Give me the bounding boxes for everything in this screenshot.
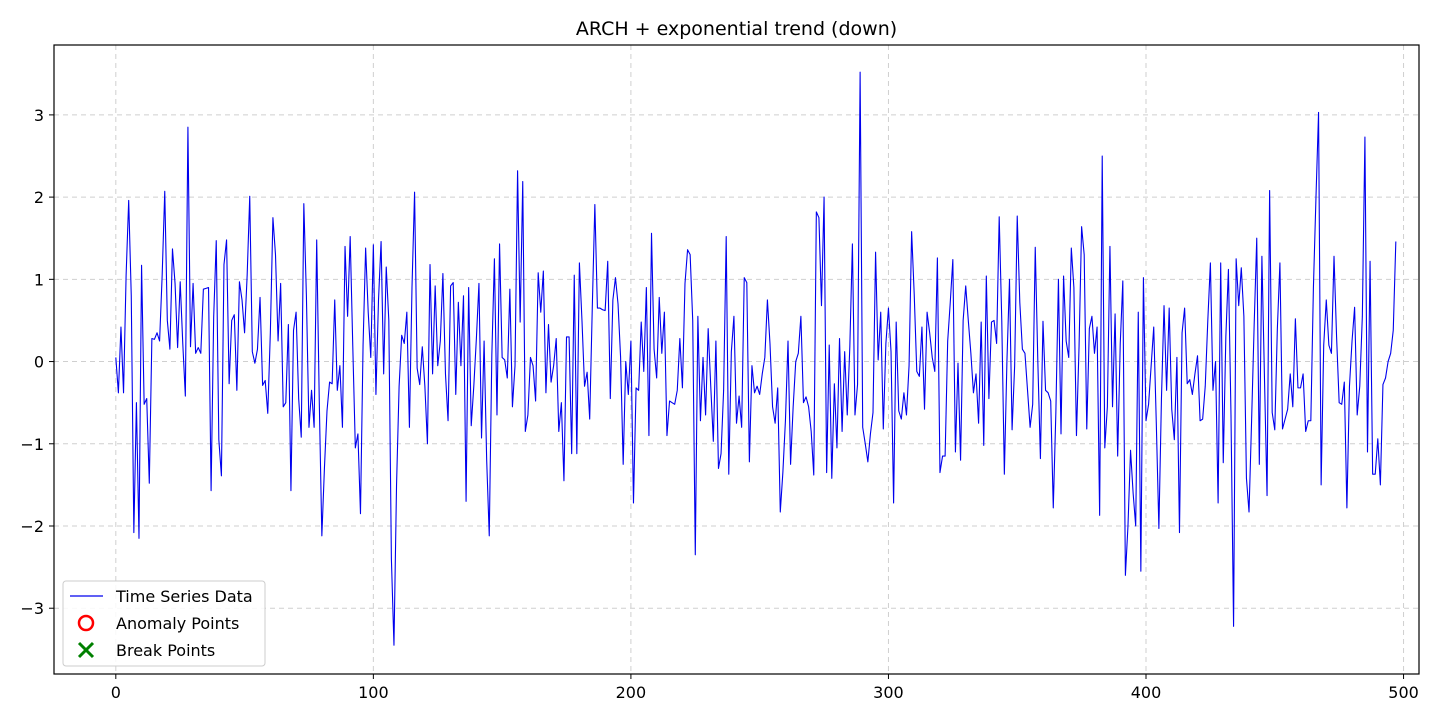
y-tick-label: −1	[20, 435, 44, 454]
legend-x-marker	[77, 641, 95, 659]
y-tick-label: −3	[20, 599, 44, 618]
plot-frame	[53, 44, 1420, 675]
chart-title: ARCH + exponential trend (down)	[576, 18, 897, 40]
y-tick-label: 2	[34, 188, 44, 207]
x-tick-label: 400	[1131, 683, 1162, 702]
x-tick-label: 300	[873, 683, 904, 702]
legend-label: Break Points	[116, 641, 215, 660]
x-tick-label: 200	[616, 683, 647, 702]
x-tick-label: 100	[358, 683, 389, 702]
legend-circle-marker	[77, 614, 95, 632]
legend-label: Time Series Data	[115, 587, 253, 606]
y-tick-label: −2	[20, 517, 44, 536]
y-tick-label: 3	[34, 106, 44, 125]
legend-label: Anomaly Points	[116, 614, 239, 633]
series-layer	[115, 71, 1397, 646]
series-line	[115, 71, 1397, 646]
axis-ticks: 0 100 200 300 400 500 −3 −2 −1 0 1 2 3	[20, 106, 1418, 702]
legend: Time Series Data Anomaly Points Break Poin…	[62, 580, 266, 667]
grid-lines	[54, 45, 1419, 674]
y-tick-label: 0	[34, 353, 44, 372]
legend-box	[62, 580, 266, 667]
x-tick-label: 0	[111, 683, 121, 702]
y-tick-label: 1	[34, 270, 44, 289]
x-tick-label: 500	[1388, 683, 1419, 702]
